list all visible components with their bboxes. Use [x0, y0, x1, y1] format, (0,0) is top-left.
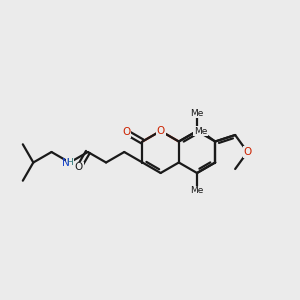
Text: O: O [243, 147, 252, 157]
Text: Me: Me [194, 127, 207, 136]
Text: H: H [66, 158, 73, 167]
Text: Me: Me [190, 186, 204, 195]
Text: Me: Me [190, 109, 204, 118]
Text: N: N [62, 158, 70, 169]
Text: O: O [122, 127, 130, 137]
Text: O: O [157, 126, 165, 136]
Text: O: O [75, 163, 83, 172]
